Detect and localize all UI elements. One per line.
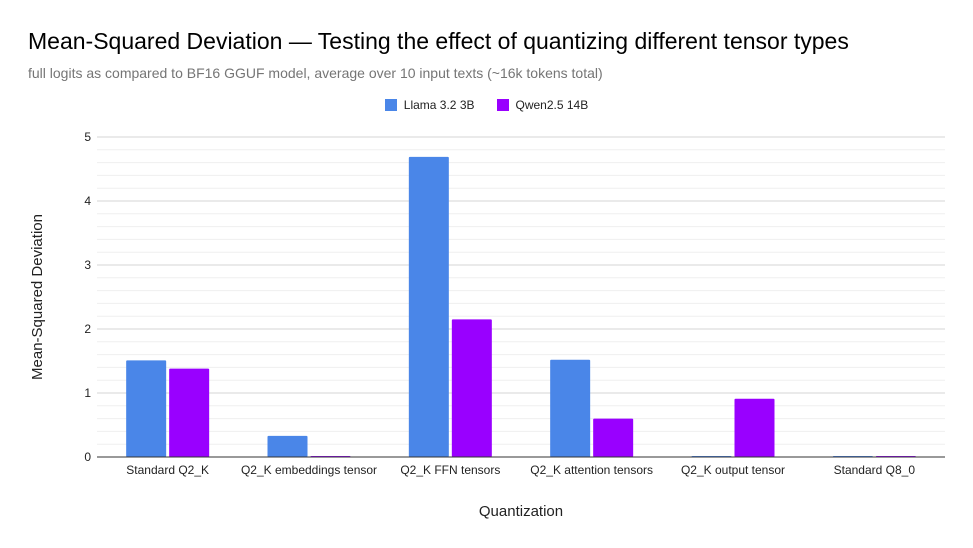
y-tick-label: 2 [84,322,91,336]
bars [126,156,916,457]
legend-item-series-0[interactable]: Llama 3.2 3B [384,98,475,112]
x-tick-label: Standard Q2_K [126,463,209,477]
bar-0-3[interactable] [550,359,591,457]
chart-subtitle: full logits as compared to BF16 GGUF mod… [28,65,603,81]
y-tick-label: 1 [84,386,91,400]
bar-1-4[interactable] [734,398,775,457]
x-axis-ticks: Standard Q2_K Q2_K embeddings tensor Q2_K … [126,463,915,477]
bar-1-3[interactable] [593,418,634,457]
bar-1-2[interactable] [451,319,492,457]
x-tick-label: Q2_K embeddings tensor [241,463,377,477]
y-axis-ticks: 0 1 2 3 4 5 [84,130,91,464]
bar-0-0[interactable] [126,360,167,457]
y-tick-label: 3 [84,258,91,272]
x-tick-label: Q2_K attention tensors [530,463,653,477]
legend-item-series-1[interactable]: Qwen2.5 14B [496,98,589,112]
bar-0-2[interactable] [408,156,449,457]
x-tick-label: Standard Q8_0 [834,463,916,477]
y-axis-title: Mean-Squared Deviation [29,214,46,380]
bar-0-1[interactable] [267,435,308,457]
y-tick-label: 0 [84,450,91,464]
legend-label-series-0: Llama 3.2 3B [403,98,475,112]
legend-swatch-series-1 [496,99,509,111]
legend-swatch-series-0 [384,99,397,111]
bar-1-0[interactable] [169,368,210,457]
x-tick-label: Q2_K FFN tensors [400,463,500,477]
y-tick-label: 4 [84,194,91,208]
gridlines [97,136,945,445]
x-axis-title: Quantization [479,503,563,520]
legend: Llama 3.2 3B Qwen2.5 14B [0,98,973,112]
y-tick-label: 5 [84,130,91,144]
legend-label-series-1: Qwen2.5 14B [515,98,589,112]
x-tick-label: Q2_K output tensor [681,463,785,477]
chart-title: Mean-Squared Deviation — Testing the eff… [28,28,849,54]
